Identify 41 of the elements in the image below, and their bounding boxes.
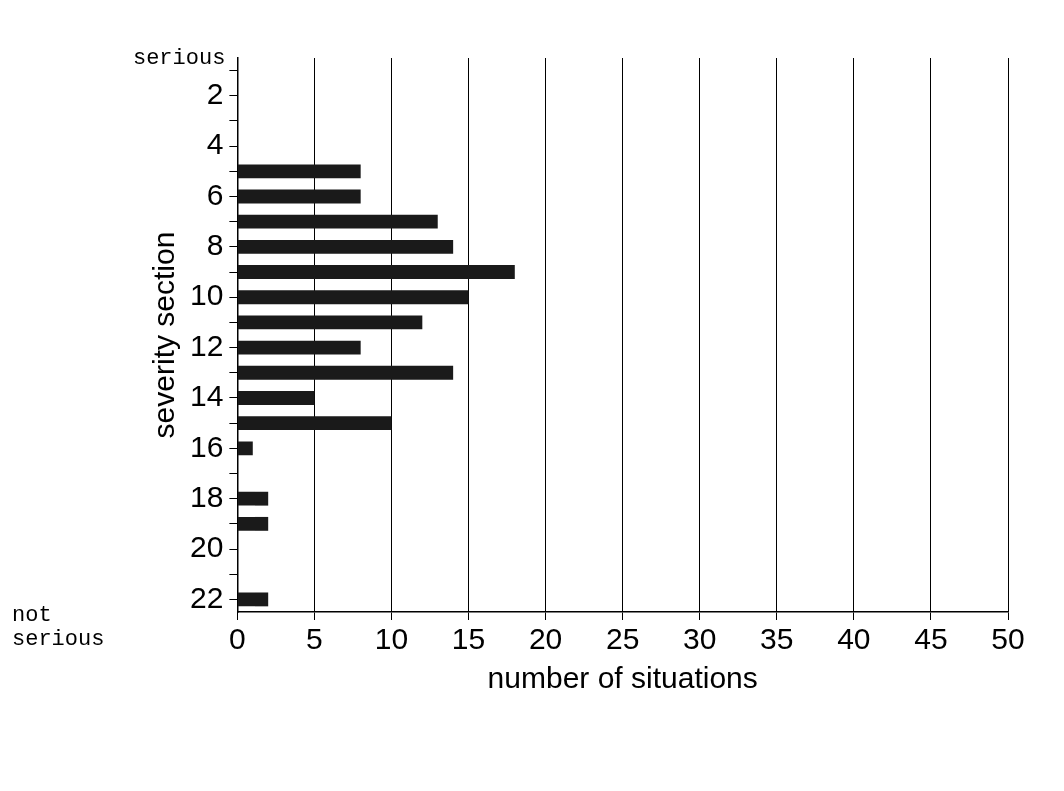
x-axis-title: number of situations <box>487 661 758 695</box>
y-tick-label: 16 <box>189 429 224 463</box>
bar <box>237 265 515 279</box>
x-tick-label: 0 <box>229 622 246 656</box>
y-tick-label: 12 <box>189 328 224 362</box>
x-tick-label: 50 <box>991 622 1025 656</box>
bar <box>237 340 361 355</box>
x-tick-label: 5 <box>306 622 323 656</box>
bar <box>237 189 361 204</box>
bar <box>237 315 423 330</box>
bar <box>237 416 392 431</box>
x-tick-label: 20 <box>528 622 563 656</box>
x-tick-label: 35 <box>760 622 794 656</box>
bar <box>237 491 269 506</box>
y-tick-label: 8 <box>206 228 224 262</box>
bar <box>237 290 469 305</box>
y-tick-label: 10 <box>189 278 224 312</box>
y-tick-label: 14 <box>189 379 224 413</box>
y-tick-label: 20 <box>189 530 224 564</box>
text: not serious <box>12 602 105 652</box>
bar <box>237 239 454 254</box>
text: serious <box>132 45 226 71</box>
x-tick-label: 25 <box>606 622 640 656</box>
y-tick-label: 18 <box>189 479 224 513</box>
y-tick-label: 22 <box>189 580 224 614</box>
y-tick-label: 4 <box>206 127 224 161</box>
y-tick-label: 6 <box>206 177 224 211</box>
bar <box>237 516 269 531</box>
x-tick-label: 40 <box>837 622 871 656</box>
bar <box>237 441 253 456</box>
bar <box>237 592 269 607</box>
y-axis-title: severity section <box>147 231 181 439</box>
bar <box>237 391 315 405</box>
x-tick-label: 10 <box>374 622 409 656</box>
bar <box>237 365 454 380</box>
bar <box>237 164 361 179</box>
y-tick-label: 2 <box>206 77 224 111</box>
x-tick-label: 15 <box>451 622 486 656</box>
bar <box>237 214 438 229</box>
x-tick-label: 30 <box>683 622 717 656</box>
x-tick-label: 45 <box>914 622 948 656</box>
